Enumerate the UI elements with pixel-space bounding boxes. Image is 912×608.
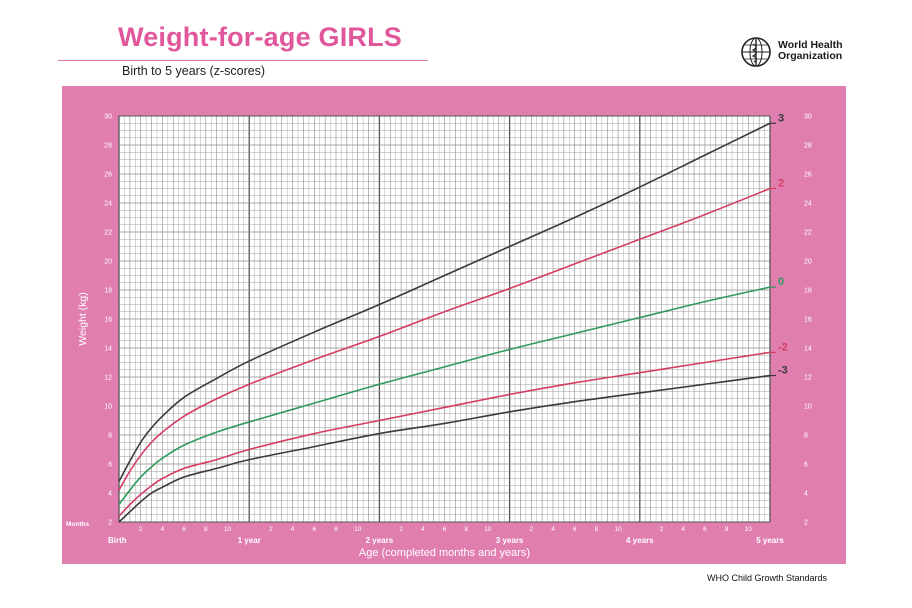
x-tick-label-month: 2 <box>660 526 664 533</box>
x-tick-label-month: 4 <box>161 526 165 533</box>
y-tick-label-right: 8 <box>804 433 808 440</box>
series-line--3 <box>118 374 771 523</box>
org-name: World Health Organization <box>778 39 843 62</box>
x-tick-label-month: 6 <box>312 526 316 533</box>
series-label: 3 <box>778 112 784 124</box>
y-tick-label-right: 18 <box>804 288 812 295</box>
series-label: -2 <box>778 341 788 353</box>
x-tick-label-year: 1 year <box>238 536 261 545</box>
x-axis-label: Age (completed months and years) <box>359 547 530 559</box>
y-tick-label-right: 10 <box>804 404 812 411</box>
x-tick-label-month: 2 <box>399 526 403 533</box>
y-tick-label-left: 14 <box>104 346 112 353</box>
months-label: Months <box>66 521 89 528</box>
y-tick-label-left: 30 <box>104 114 112 121</box>
x-tick-label-year: 2 years <box>366 536 394 545</box>
x-tick-label-month: 2 <box>269 526 273 533</box>
y-tick-label-right: 20 <box>804 259 812 266</box>
x-tick-label-month: 4 <box>421 526 425 533</box>
chart-title: Weight-for-age GIRLS <box>118 22 402 52</box>
x-tick-label-month: 6 <box>573 526 577 533</box>
y-axis-label: Weight (kg) <box>77 292 89 346</box>
y-tick-label-right: 22 <box>804 230 812 237</box>
x-tick-label-month: 8 <box>464 526 468 533</box>
y-tick-label-right: 16 <box>804 317 812 324</box>
source-note: WHO Child Growth Standards <box>707 573 828 583</box>
series-line-3 <box>118 122 771 482</box>
x-tick-label-month: 2 <box>139 526 143 533</box>
chart-subtitle: Birth to 5 years (z-scores) <box>122 64 266 78</box>
y-tick-label-right: 26 <box>804 172 812 179</box>
y-tick-label-right: 4 <box>804 491 808 498</box>
x-tick-label-year: 5 years <box>756 536 784 545</box>
y-tick-label-left: 24 <box>104 201 112 208</box>
x-tick-label-month: 4 <box>291 526 295 533</box>
series-line-2 <box>118 187 771 491</box>
plot-border <box>118 115 771 523</box>
y-tick-label-right: 2 <box>804 520 808 527</box>
title-underline <box>58 60 428 61</box>
x-tick-label-month: 2 <box>529 526 533 533</box>
x-tick-label-month: 8 <box>595 526 599 533</box>
y-tick-label-left: 4 <box>108 491 112 498</box>
y-tick-label-left: 28 <box>104 143 112 150</box>
x-tick-label-year: Birth <box>108 536 127 545</box>
series-label: 2 <box>778 178 784 190</box>
series-label: -3 <box>778 365 788 377</box>
x-tick-label-month: 4 <box>551 526 555 533</box>
y-tick-label-right: 12 <box>804 375 812 382</box>
series-line-0 <box>118 286 771 506</box>
y-tick-label-right: 30 <box>804 114 812 121</box>
x-tick-label-month: 8 <box>725 526 729 533</box>
y-tick-label-right: 24 <box>804 201 812 208</box>
y-tick-label-left: 16 <box>104 317 112 324</box>
x-tick-label-month: 4 <box>681 526 685 533</box>
y-tick-label-left: 18 <box>104 288 112 295</box>
series-line--2 <box>118 351 771 517</box>
x-tick-label-year: 3 years <box>496 536 524 545</box>
who-emblem-icon <box>741 37 771 67</box>
x-tick-label-month: 8 <box>334 526 338 533</box>
x-tick-label-month: 6 <box>182 526 186 533</box>
y-tick-label-right: 6 <box>804 462 808 469</box>
y-tick-label-left: 12 <box>104 375 112 382</box>
y-tick-label-left: 10 <box>104 404 112 411</box>
y-tick-label-left: 6 <box>108 462 112 469</box>
y-tick-label-left: 26 <box>104 172 112 179</box>
y-tick-label-left: 22 <box>104 230 112 237</box>
x-tick-label-month: 10 <box>745 526 753 533</box>
y-tick-label-right: 14 <box>804 346 812 353</box>
x-tick-label-month: 6 <box>703 526 707 533</box>
x-tick-label-month: 6 <box>443 526 447 533</box>
x-tick-label-year: 4 years <box>626 536 654 545</box>
y-tick-label-left: 8 <box>108 433 112 440</box>
x-tick-label-month: 10 <box>614 526 622 533</box>
x-tick-label-month: 10 <box>224 526 232 533</box>
y-tick-label-left: 2 <box>108 520 112 527</box>
x-tick-label-month: 8 <box>204 526 208 533</box>
y-tick-label-right: 28 <box>804 143 812 150</box>
x-tick-label-month: 10 <box>354 526 362 533</box>
series-label: 0 <box>778 276 784 288</box>
y-tick-label-left: 20 <box>104 259 112 266</box>
x-tick-label-month: 10 <box>484 526 492 533</box>
